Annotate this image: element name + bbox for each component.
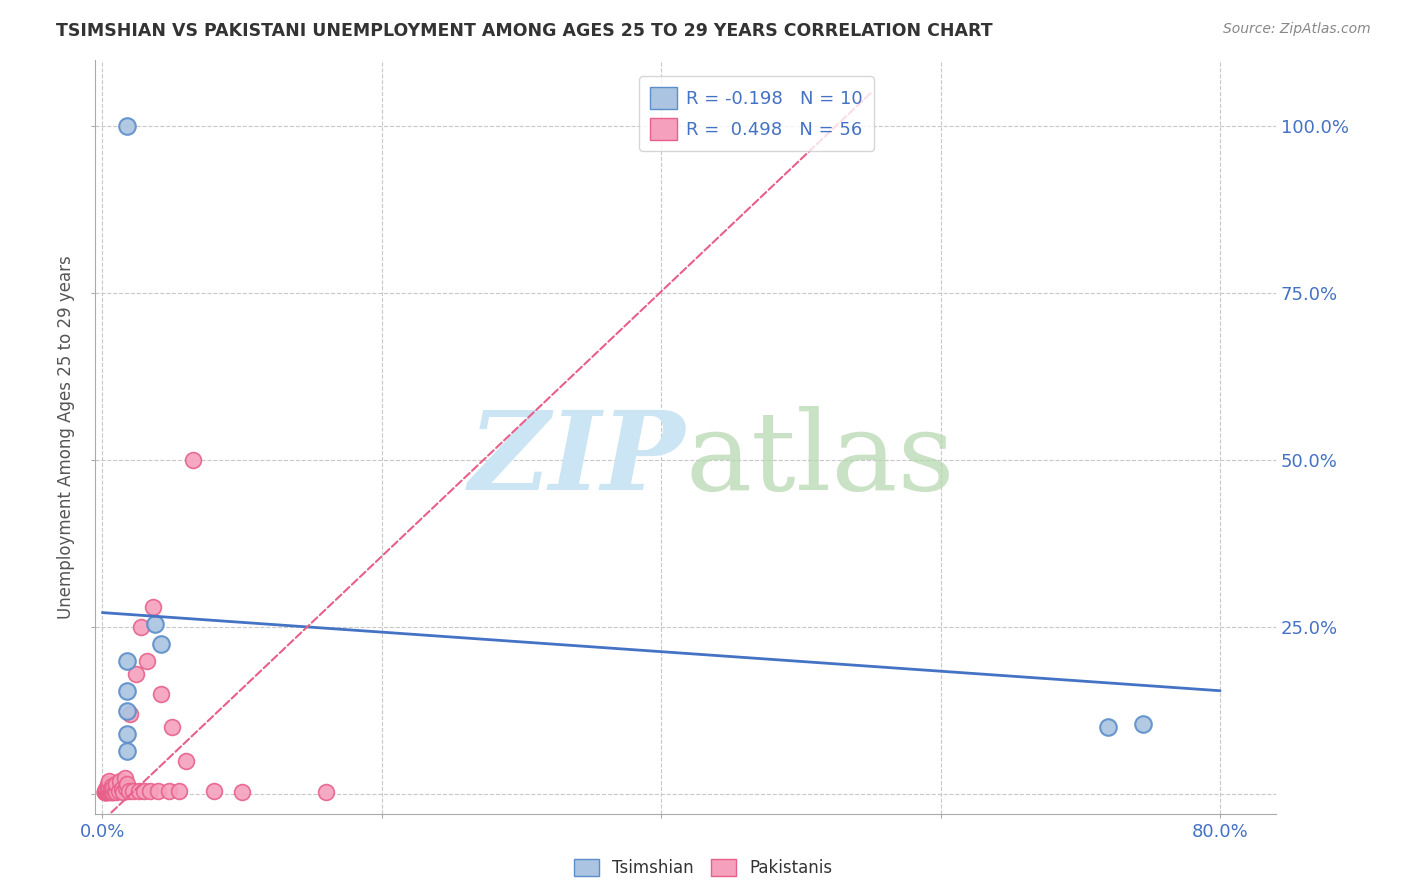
Point <box>145 616 167 631</box>
Point <box>131 620 153 634</box>
Point <box>117 683 139 698</box>
Point <box>96 783 118 797</box>
Point <box>105 785 128 799</box>
Point <box>115 780 138 795</box>
Point <box>98 785 121 799</box>
Point <box>315 785 337 799</box>
Point <box>117 704 139 718</box>
Point <box>148 784 170 798</box>
Point <box>117 727 139 741</box>
Y-axis label: Unemployment Among Ages 25 to 29 years: Unemployment Among Ages 25 to 29 years <box>58 255 75 619</box>
Point <box>134 784 156 798</box>
Point <box>96 782 118 797</box>
Point <box>96 781 118 796</box>
Point <box>103 785 125 799</box>
Point <box>108 784 131 798</box>
Point <box>157 784 180 798</box>
Point <box>97 784 120 798</box>
Point <box>1097 721 1119 735</box>
Point <box>122 784 145 798</box>
Point <box>181 453 204 467</box>
Point <box>94 785 117 799</box>
Text: Source: ZipAtlas.com: Source: ZipAtlas.com <box>1223 22 1371 37</box>
Legend: Tsimshian, Pakistanis: Tsimshian, Pakistanis <box>567 852 839 884</box>
Point <box>97 780 120 795</box>
Point <box>94 785 117 799</box>
Point <box>100 785 122 799</box>
Point <box>98 783 121 797</box>
Point <box>97 777 120 791</box>
Point <box>112 785 135 799</box>
Point <box>150 687 173 701</box>
Point <box>98 780 121 795</box>
Point <box>120 707 142 722</box>
Point <box>117 777 139 791</box>
Point <box>128 784 150 798</box>
Point <box>117 744 139 758</box>
Point <box>101 784 124 798</box>
Point <box>96 784 118 798</box>
Point <box>103 780 125 795</box>
Point <box>94 784 117 798</box>
Text: ZIP: ZIP <box>470 406 686 513</box>
Point <box>110 773 132 788</box>
Point <box>117 654 139 668</box>
Point <box>97 785 120 799</box>
Point <box>97 781 120 796</box>
Point <box>1132 717 1154 731</box>
Point <box>100 781 122 796</box>
Point <box>142 600 165 615</box>
Point <box>125 667 148 681</box>
Point <box>114 771 136 785</box>
Point <box>117 120 139 134</box>
Legend: R = -0.198   N = 10, R =  0.498   N = 56: R = -0.198 N = 10, R = 0.498 N = 56 <box>640 76 873 151</box>
Point <box>118 784 141 798</box>
Point <box>96 785 118 799</box>
Point <box>94 785 117 799</box>
Point <box>105 777 128 791</box>
Point <box>174 754 197 768</box>
Point <box>202 784 225 798</box>
Point <box>94 784 117 798</box>
Point <box>98 773 121 788</box>
Point <box>231 785 253 799</box>
Point <box>167 784 190 798</box>
Point <box>139 784 162 798</box>
Point <box>96 784 118 798</box>
Point <box>104 784 127 798</box>
Point <box>136 654 159 668</box>
Text: atlas: atlas <box>686 406 955 513</box>
Point <box>160 721 183 735</box>
Point <box>111 781 134 796</box>
Point <box>101 779 124 793</box>
Point <box>150 637 173 651</box>
Text: TSIMSHIAN VS PAKISTANI UNEMPLOYMENT AMONG AGES 25 TO 29 YEARS CORRELATION CHART: TSIMSHIAN VS PAKISTANI UNEMPLOYMENT AMON… <box>56 22 993 40</box>
